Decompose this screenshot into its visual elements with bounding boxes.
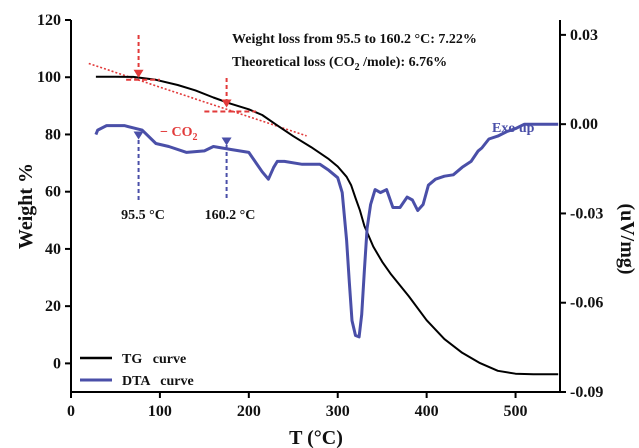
x-tick-label: 300	[326, 403, 350, 420]
tg-curve-line	[95, 75, 559, 376]
legend: TG curve DTA curve	[80, 352, 194, 389]
legend-label-dta: DTA curve	[122, 374, 194, 389]
y-left-tick-label: 100	[37, 69, 61, 86]
y-right-tick-label: -0.09	[570, 384, 603, 401]
axis-ticks: 0 100 200 300 400 500 0 20 40 60 80 100 120 0.03 0.00 -…	[37, 12, 603, 420]
y-left-tick-label: 60	[45, 184, 61, 201]
y-left-tick-label: 120	[37, 12, 61, 29]
y-left-tick-label: 20	[45, 298, 61, 315]
blue-arrow-2-head	[221, 137, 232, 146]
x-tick-label: 0	[67, 403, 75, 420]
x-tick-label: 200	[237, 403, 261, 420]
arrow-markers	[126, 35, 256, 200]
legend-label-tg: TG curve	[122, 352, 186, 367]
y-left-tick-label: 80	[45, 126, 61, 143]
y-right-tick-label: 0.03	[570, 27, 598, 44]
curves	[88, 62, 559, 376]
dta-curve-line	[94, 122, 559, 339]
x-tick-label: 100	[148, 403, 172, 420]
y-right-tick-label: -0.06	[570, 295, 603, 312]
y-left-axis-title: Weight %	[15, 163, 37, 249]
y-right-axis-title: (uV/mg)	[616, 203, 638, 274]
y-left-tick-label: 40	[45, 241, 61, 258]
red-arrow-1-head	[133, 69, 144, 78]
onset-label-2: 160.2 °C	[205, 208, 256, 223]
onset-label-1: 95.5 °C	[121, 208, 165, 223]
red-arrow-2-head	[221, 99, 232, 108]
y-right-tick-label: 0.00	[570, 116, 598, 133]
co2-label: − CO2	[160, 125, 197, 143]
y-left-tick-label: 0	[53, 355, 61, 372]
blue-arrow-1-head	[133, 131, 144, 140]
weight-loss-annotation: Weight loss from 95.5 to 160.2 °C: 7.22%	[232, 32, 477, 47]
x-tick-label: 500	[504, 403, 528, 420]
x-tick-label: 400	[415, 403, 439, 420]
x-axis-title: T (°C)	[289, 427, 343, 448]
theoretical-loss-annotation: Theoretical loss (CO2 /mole): 6.76%	[232, 55, 447, 73]
exo-up-label: Exo up	[492, 121, 535, 136]
y-right-tick-label: -0.03	[570, 205, 603, 222]
